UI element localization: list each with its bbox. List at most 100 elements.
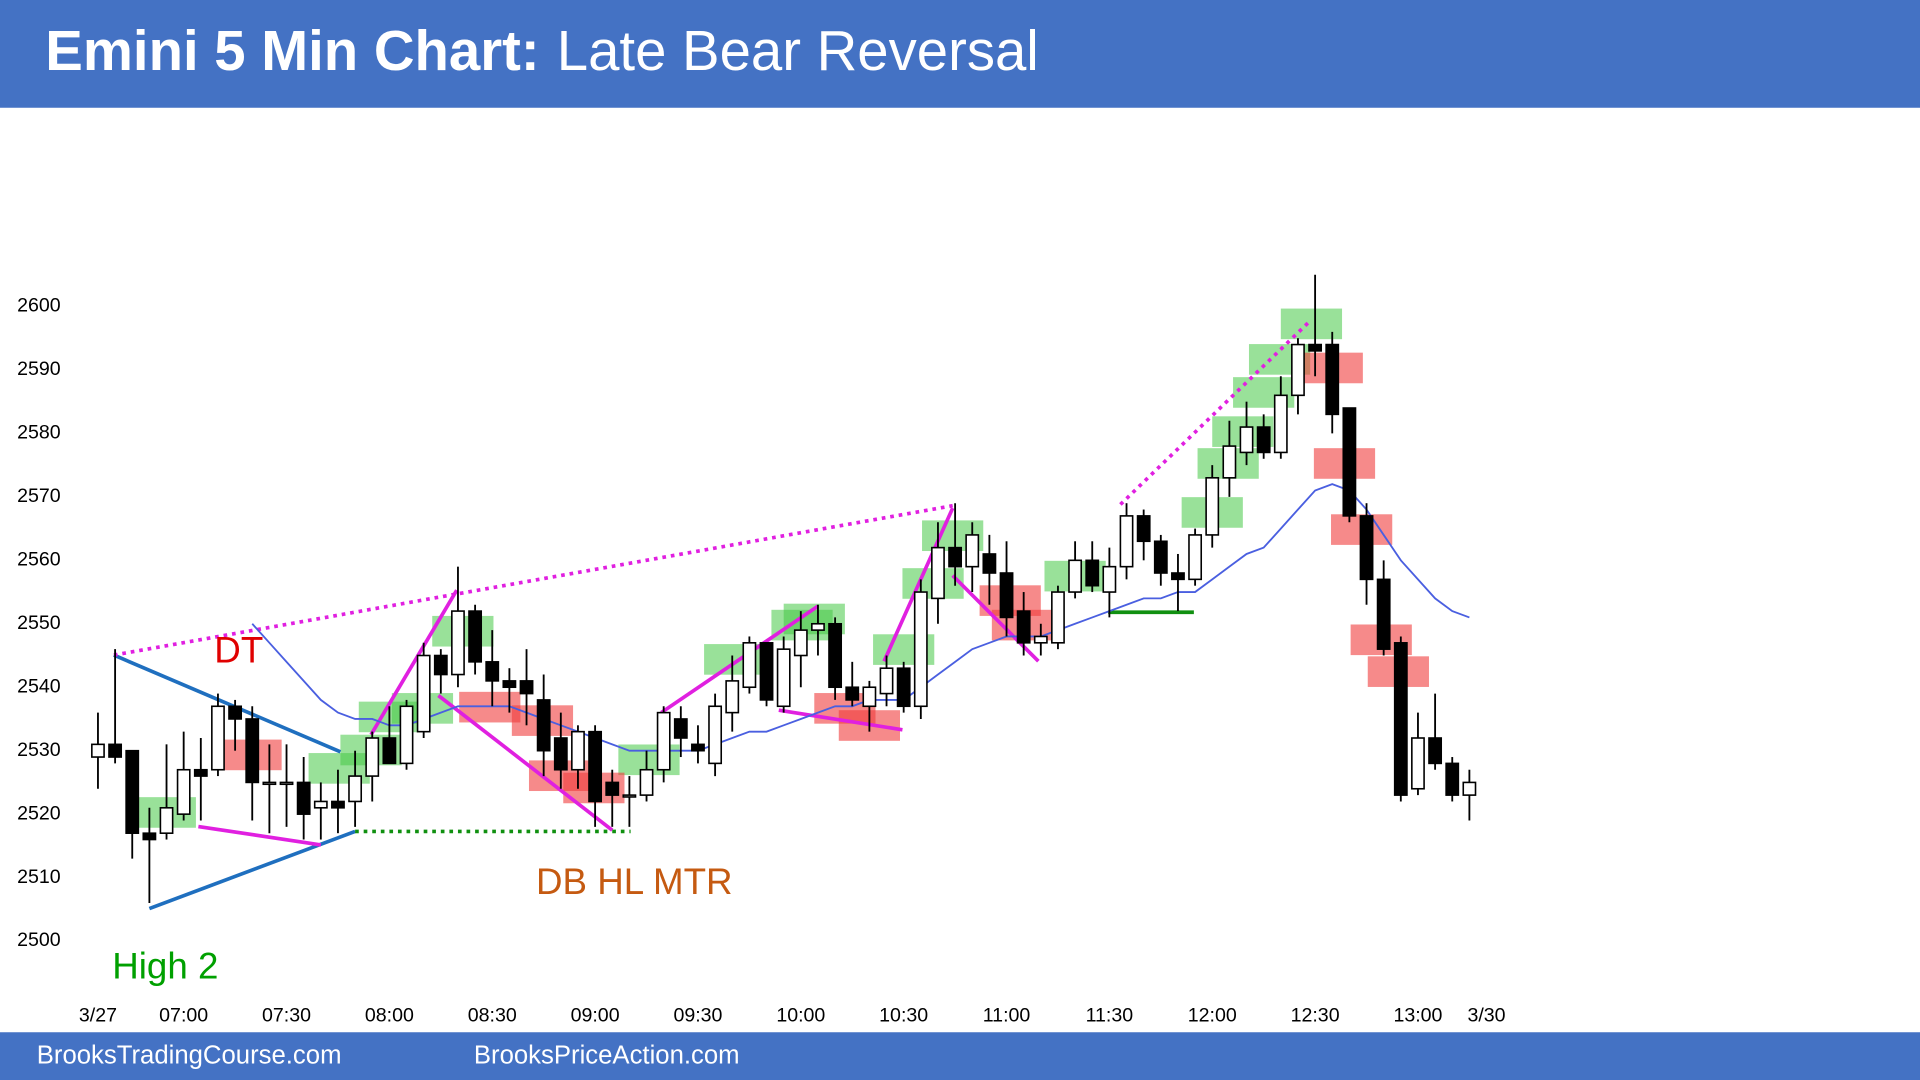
title-bold: Emini 5 Min Chart: [45, 19, 539, 82]
candle-body [1308, 343, 1323, 352]
candle-body [142, 832, 157, 841]
candle-body [1033, 635, 1048, 644]
candle-body [1136, 515, 1151, 543]
candle-body [536, 699, 551, 752]
candle-body [1445, 762, 1460, 796]
candle-body [656, 711, 671, 771]
candle-body [245, 718, 260, 784]
candle-body [965, 534, 980, 568]
candle-body [776, 648, 791, 708]
candle-body [108, 743, 123, 758]
candle-body [125, 749, 140, 834]
y-tick-label: 2550 [17, 612, 61, 634]
candle-body [279, 781, 294, 786]
candle-body [1051, 591, 1065, 644]
x-tick-label: 11:00 [983, 1004, 1031, 1026]
candle-body [793, 629, 808, 657]
candle-body [742, 642, 757, 689]
candle-body [1153, 540, 1168, 574]
y-tick-label: 2570 [17, 485, 61, 507]
candle-body [1428, 737, 1443, 765]
y-tick-label: 2600 [17, 295, 61, 317]
x-tick-label: 07:30 [262, 1004, 311, 1026]
x-tick-label: 12:30 [1291, 1004, 1340, 1026]
candle-body [1205, 477, 1220, 536]
candle-body [639, 768, 654, 796]
candle-body [1119, 515, 1134, 568]
candle-body [982, 553, 997, 574]
candle-body [485, 661, 500, 682]
candle-body [879, 667, 894, 695]
candle-body [193, 768, 208, 777]
x-tick-label: 3/30 [1467, 1004, 1505, 1026]
annotation: High 2 [112, 945, 218, 986]
x-tick-label: 07:00 [159, 1004, 208, 1026]
x-tick-label: 08:00 [365, 1004, 414, 1026]
y-tick-label: 2590 [17, 358, 61, 380]
candle-body [365, 737, 380, 777]
candle-body [1325, 343, 1340, 416]
annotation: DT [214, 629, 263, 670]
candle-body [262, 781, 277, 786]
x-tick-label: 10:30 [879, 1004, 928, 1026]
y-tick-label: 2580 [17, 422, 61, 444]
candle-body [1188, 534, 1203, 581]
candle-body [588, 730, 603, 803]
candle-body [759, 642, 774, 701]
candle-body [1171, 572, 1185, 581]
moving-average [251, 483, 1470, 752]
candle-body [1291, 343, 1305, 397]
x-tick-label: 10:00 [776, 1004, 825, 1026]
y-tick-label: 2560 [17, 548, 61, 570]
signal-boxes [134, 308, 1429, 828]
y-tick-label: 2540 [17, 675, 61, 697]
candle-body [211, 705, 225, 771]
candle-body [1085, 559, 1100, 587]
candle-body [1273, 394, 1288, 454]
x-tick-label: 11:30 [1086, 1004, 1134, 1026]
candle-body [296, 781, 311, 815]
candle-body [1393, 642, 1408, 796]
candle-body [845, 686, 860, 701]
footer-right: BrooksPriceAction.com [474, 1042, 740, 1070]
candle-body [228, 705, 243, 720]
candle-body [519, 680, 534, 695]
candle-body [725, 680, 740, 714]
candle-body [159, 807, 174, 834]
candle-body [1359, 515, 1374, 581]
candle-body [348, 775, 363, 803]
header-bar [0, 0, 1920, 108]
candle-body [91, 743, 105, 758]
candle-body [468, 610, 483, 663]
candle-body [176, 768, 191, 815]
footer-left: BrooksTradingCourse.com [37, 1042, 342, 1070]
candle-body [331, 800, 345, 809]
candle-body [948, 546, 963, 568]
candle-body [708, 705, 723, 765]
candle-body [1256, 426, 1271, 454]
candle-body [313, 800, 328, 809]
candle-body [1222, 445, 1237, 479]
candle-body [433, 654, 448, 676]
candle-body [571, 730, 585, 771]
candle-body [828, 622, 843, 689]
candle-body [1342, 407, 1357, 517]
y-tick-label: 2500 [17, 929, 61, 951]
title-rest: Late Bear Reversal [557, 19, 1039, 82]
footer-bar [0, 1032, 1920, 1080]
annotation: DB HL MTR [536, 861, 733, 902]
candle-body [931, 546, 945, 600]
candle-body [451, 610, 465, 676]
x-tick-label: 12:00 [1188, 1004, 1237, 1026]
candle-body [416, 654, 431, 733]
x-tick-label: 09:00 [571, 1004, 620, 1026]
candle-body [896, 667, 911, 708]
candle-body [502, 680, 517, 689]
candle-body [811, 622, 825, 631]
candle-body [622, 794, 637, 798]
candle-body [913, 591, 928, 708]
candle-body [1016, 610, 1031, 644]
x-tick-label: 3/27 [79, 1004, 117, 1026]
